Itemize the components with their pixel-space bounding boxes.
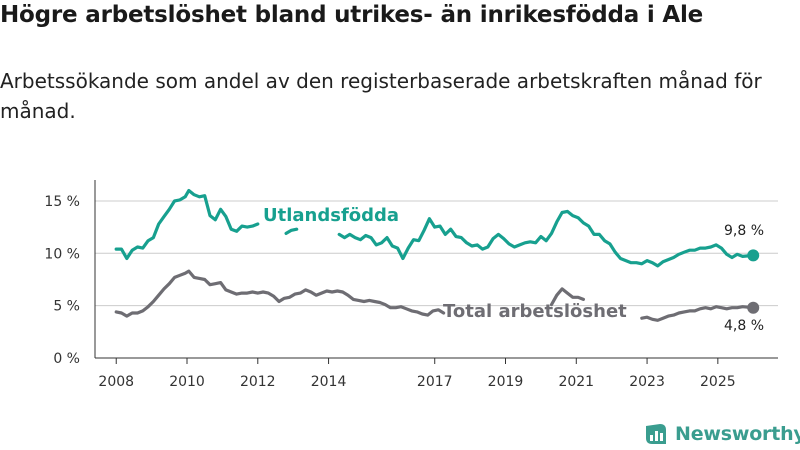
brand-name: Newsworthy — [675, 423, 800, 445]
series-line-total — [640, 305, 755, 322]
grid-layer: 0 % 5 % 10 % 15 % 2008 2010 2012 2014 2017 2019 20… — [44, 180, 778, 390]
chart-title: Högre arbetslöshet bland utrikes- än inr… — [0, 2, 704, 28]
series-layer — [114, 188, 760, 322]
x-tick-label: 2021 — [558, 374, 594, 390]
y-tick-label: 0 % — [53, 351, 80, 367]
series-label-foreign: Utlandsfödda — [263, 205, 399, 226]
series-line-total — [114, 269, 446, 318]
x-tick-label: 2019 — [488, 374, 524, 390]
x-tick-label: 2010 — [169, 374, 205, 390]
chart-subtitle: Arbetssökande som andel av den registerb… — [0, 69, 762, 123]
label-layer: Utlandsfödda Total arbetslöshet 9,8 % 4,… — [263, 205, 764, 334]
end-point-total — [747, 301, 760, 314]
x-tick-label: 2008 — [98, 374, 134, 390]
series-line-foreign — [114, 188, 260, 261]
x-tick-label: 2025 — [700, 374, 736, 390]
x-tick-label: 2017 — [417, 374, 453, 390]
x-tick-label: 2012 — [240, 374, 276, 390]
y-tick-label: 15 % — [44, 194, 80, 210]
x-tick-label: 2014 — [311, 374, 347, 390]
newsworthy-logo[interactable]: Newsworthy — [644, 420, 800, 448]
series-line-foreign — [284, 227, 299, 235]
bar-chart-logo-icon — [646, 424, 666, 444]
y-tick-label: 5 % — [53, 299, 80, 315]
end-label-foreign: 9,8 % — [724, 223, 764, 239]
series-line-total — [549, 287, 585, 307]
x-tick-label: 2023 — [629, 374, 665, 390]
end-point-foreign — [747, 249, 760, 262]
end-label-total: 4,8 % — [724, 318, 764, 334]
series-label-total: Total arbetslöshet — [443, 301, 627, 322]
y-tick-label: 10 % — [44, 246, 80, 262]
series-line-foreign — [337, 209, 755, 268]
